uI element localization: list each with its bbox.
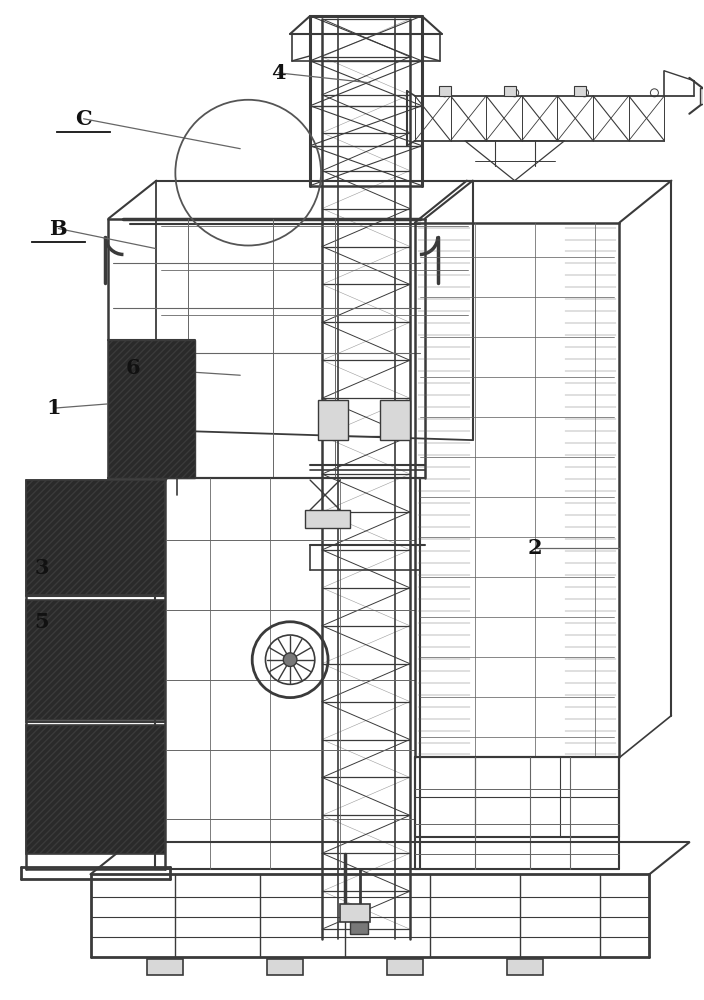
Text: 6: 6 <box>125 358 140 378</box>
Text: B: B <box>49 219 67 239</box>
Polygon shape <box>439 86 451 96</box>
Polygon shape <box>147 959 183 975</box>
Text: 2: 2 <box>527 538 542 558</box>
Polygon shape <box>305 510 350 528</box>
Text: 5: 5 <box>34 612 49 632</box>
Polygon shape <box>387 959 423 975</box>
Polygon shape <box>318 400 348 440</box>
Polygon shape <box>574 86 586 96</box>
Circle shape <box>283 653 297 667</box>
Polygon shape <box>267 959 303 975</box>
Polygon shape <box>25 480 165 595</box>
Polygon shape <box>340 904 370 922</box>
Polygon shape <box>507 959 543 975</box>
Polygon shape <box>25 600 165 720</box>
Text: 3: 3 <box>34 558 49 578</box>
Polygon shape <box>380 400 410 440</box>
Polygon shape <box>700 88 704 104</box>
Text: 4: 4 <box>271 63 286 83</box>
Text: 1: 1 <box>46 398 61 418</box>
Text: C: C <box>75 109 92 129</box>
Polygon shape <box>350 922 368 934</box>
Polygon shape <box>25 725 165 854</box>
Polygon shape <box>108 340 195 478</box>
Polygon shape <box>503 86 515 96</box>
